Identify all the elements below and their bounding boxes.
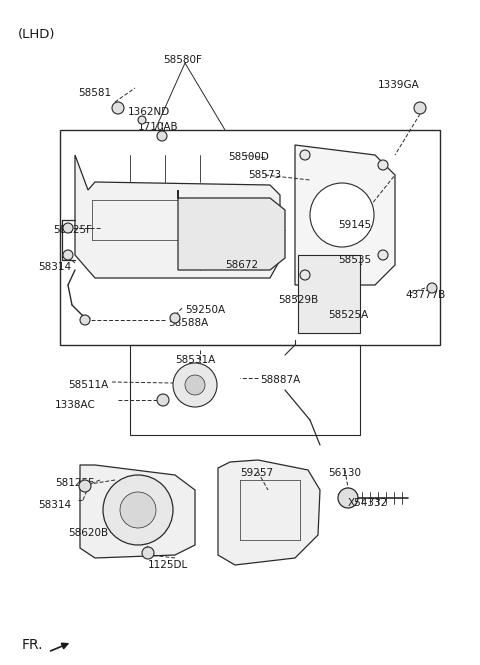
Text: FR.: FR. <box>22 638 44 652</box>
Text: 58588A: 58588A <box>168 318 208 328</box>
Text: 58887A: 58887A <box>260 375 300 385</box>
Bar <box>298 255 360 333</box>
Circle shape <box>300 150 310 160</box>
Circle shape <box>170 313 180 323</box>
Circle shape <box>414 102 426 114</box>
Circle shape <box>63 250 73 260</box>
Circle shape <box>378 160 388 170</box>
Text: 58314: 58314 <box>38 262 71 272</box>
Circle shape <box>103 475 173 545</box>
Circle shape <box>157 131 167 141</box>
Text: 58672: 58672 <box>225 260 258 270</box>
Text: 58535: 58535 <box>338 255 371 265</box>
Text: 58529B: 58529B <box>278 295 318 305</box>
Circle shape <box>300 270 310 280</box>
Text: 58500D: 58500D <box>228 152 269 162</box>
Text: 58125F: 58125F <box>55 478 94 488</box>
Polygon shape <box>75 155 280 278</box>
Circle shape <box>338 488 358 508</box>
Text: 58531A: 58531A <box>175 355 215 365</box>
Bar <box>60 130 440 345</box>
Text: 58580F: 58580F <box>163 55 202 65</box>
Polygon shape <box>80 465 195 558</box>
Text: 58525A: 58525A <box>328 310 368 320</box>
Polygon shape <box>178 190 285 270</box>
Circle shape <box>120 492 156 528</box>
Circle shape <box>378 250 388 260</box>
Circle shape <box>185 375 205 395</box>
Polygon shape <box>218 460 320 565</box>
Text: X54332: X54332 <box>348 498 388 508</box>
Circle shape <box>63 223 73 233</box>
Text: 59257: 59257 <box>240 468 273 478</box>
Text: 1339GA: 1339GA <box>378 80 420 90</box>
Text: 1362ND: 1362ND <box>128 107 170 117</box>
Text: 56130: 56130 <box>328 468 361 478</box>
Text: (LHD): (LHD) <box>18 28 56 41</box>
Text: 58573: 58573 <box>248 170 281 180</box>
Text: 1710AB: 1710AB <box>138 122 179 132</box>
Circle shape <box>138 116 146 124</box>
Circle shape <box>112 102 124 114</box>
Circle shape <box>427 283 437 293</box>
Text: 58511A: 58511A <box>68 380 108 390</box>
Circle shape <box>173 363 217 407</box>
Circle shape <box>80 315 90 325</box>
Polygon shape <box>295 145 395 285</box>
Text: 58125F: 58125F <box>53 225 92 235</box>
Circle shape <box>157 394 169 406</box>
Text: 58581: 58581 <box>78 88 111 98</box>
Circle shape <box>142 547 154 559</box>
Circle shape <box>310 183 374 247</box>
Circle shape <box>79 480 91 492</box>
Text: 59250A: 59250A <box>185 305 225 315</box>
Text: 1125DL: 1125DL <box>148 560 188 570</box>
Text: 58314: 58314 <box>38 500 71 510</box>
Text: 58620B: 58620B <box>68 528 108 538</box>
Text: 43777B: 43777B <box>405 290 445 300</box>
Text: 59145: 59145 <box>338 220 371 230</box>
Text: 1338AC: 1338AC <box>55 400 96 410</box>
Bar <box>130 345 360 435</box>
